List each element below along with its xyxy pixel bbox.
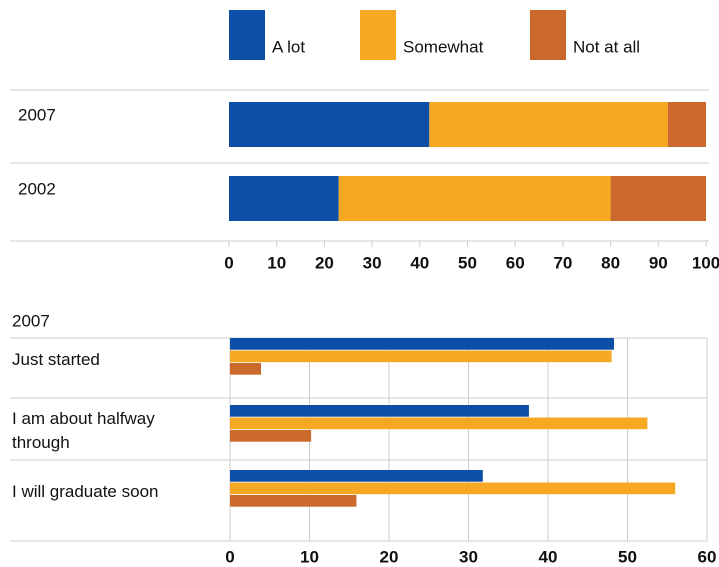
bar-segment	[667, 102, 706, 147]
x-tick-label: 100	[692, 253, 719, 272]
bar-segment	[338, 176, 611, 221]
x-tick-label: 60	[698, 547, 717, 566]
y-tick-label: Just started	[12, 350, 100, 369]
bar-segment	[229, 176, 339, 221]
bar	[230, 470, 483, 482]
legend-swatch	[229, 10, 265, 60]
legend-label: A lot	[272, 37, 305, 56]
x-tick-label: 40	[539, 547, 558, 566]
x-tick-label: 50	[618, 547, 637, 566]
chart-title: 2007	[12, 311, 50, 330]
x-tick-label: 40	[410, 253, 429, 272]
y-tick-label-box: I will graduate soon	[12, 482, 159, 501]
x-tick-label: 20	[315, 253, 334, 272]
bar	[230, 495, 357, 507]
bar-segment	[229, 102, 430, 147]
legend-label: Not at all	[573, 37, 640, 56]
legend-swatch	[360, 10, 396, 60]
legend-swatch	[530, 10, 566, 60]
bar	[230, 417, 648, 430]
y-tick-label: I will graduate soon	[12, 482, 159, 501]
bar	[230, 350, 612, 363]
bar-segment	[429, 102, 668, 147]
bar	[230, 338, 614, 350]
x-tick-label: 30	[363, 253, 382, 272]
y-tick-label-box: I am about halfway through	[12, 409, 155, 452]
x-tick-label: 80	[601, 253, 620, 272]
bar	[230, 405, 529, 417]
bar-segment	[610, 176, 706, 221]
legend-label: Somewhat	[403, 37, 484, 56]
y-tick-label: 2002	[18, 179, 56, 198]
x-tick-label: 20	[380, 547, 399, 566]
x-tick-label: 0	[224, 253, 233, 272]
x-tick-label: 50	[458, 253, 477, 272]
bar	[230, 363, 262, 375]
x-tick-label: 60	[506, 253, 525, 272]
bar	[230, 430, 312, 442]
y-tick-label: 2007	[18, 105, 56, 124]
x-tick-label: 70	[553, 253, 572, 272]
x-tick-label: 0	[225, 547, 234, 566]
y-tick-label-box: Just started	[12, 350, 100, 369]
x-tick-label: 10	[300, 547, 319, 566]
x-tick-label: 10	[267, 253, 286, 272]
x-tick-label: 30	[459, 547, 478, 566]
bar	[230, 482, 676, 495]
x-tick-label: 90	[649, 253, 668, 272]
y-tick-label: I am about halfway through	[12, 409, 155, 452]
